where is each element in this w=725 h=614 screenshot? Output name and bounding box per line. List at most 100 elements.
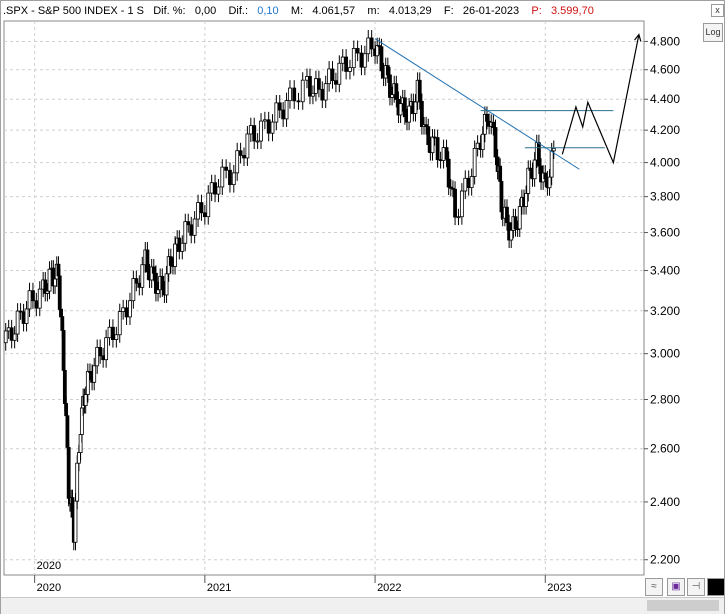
candle-body	[21, 311, 26, 324]
log-scale-button[interactable]: Log	[703, 23, 723, 42]
candle-body	[337, 62, 342, 85]
candle-body	[340, 56, 345, 64]
candle-body	[255, 140, 260, 143]
price-value: 3.599,70	[551, 5, 594, 17]
wave-icon[interactable]: ≈	[645, 578, 663, 596]
candle-body	[242, 155, 246, 159]
candle-body	[12, 333, 17, 341]
candle-body	[320, 88, 325, 101]
candle-body	[173, 243, 177, 267]
candle-body	[27, 290, 32, 310]
candle-body	[76, 452, 81, 464]
pin-icon[interactable]: ⊣	[687, 578, 705, 596]
symbol-label: .SPX - S&P 500 INDEX - 1 S	[3, 5, 145, 17]
candle-body	[316, 78, 321, 90]
chart-toolbar: ≈ ▣ ⊣	[641, 577, 725, 596]
candle-body	[114, 334, 119, 340]
candle-body	[362, 53, 367, 68]
candle-body	[513, 216, 518, 230]
min-label: m:	[367, 5, 380, 17]
candle-body	[277, 102, 282, 111]
candle-body	[344, 56, 349, 72]
color-swatch-icon[interactable]	[707, 578, 725, 596]
candle-body	[491, 121, 496, 128]
y-tick-label: 3.400	[650, 264, 680, 278]
candle-body	[407, 105, 412, 123]
candle-body	[379, 46, 384, 72]
candle-body	[314, 78, 318, 94]
candle-body	[15, 310, 20, 335]
candle-body	[366, 37, 371, 55]
candle-body	[509, 229, 514, 241]
candle-body	[124, 307, 129, 318]
scroll-thumb[interactable]	[647, 600, 719, 611]
candle-body	[330, 68, 335, 82]
max-label: M:	[290, 5, 304, 17]
y-tick-label: 2.600	[650, 442, 680, 456]
candle-body	[435, 137, 440, 161]
candle-body	[274, 102, 279, 123]
candle-body	[180, 242, 185, 252]
y-tick-label: 4.400	[650, 92, 680, 106]
candle-body	[266, 119, 271, 134]
candle-body	[95, 347, 100, 367]
candle-body	[85, 370, 90, 395]
candle-body	[296, 100, 301, 103]
candle-body	[238, 150, 243, 156]
candle-body	[419, 101, 424, 127]
dif-label: Dif.:	[228, 5, 249, 17]
candle-body	[121, 307, 126, 312]
y-tick-label: 4.000	[650, 156, 680, 170]
candle-body	[164, 273, 169, 296]
candle-body	[430, 136, 435, 154]
save-icon[interactable]: ▣	[667, 578, 685, 596]
candle-body	[209, 182, 214, 194]
candle-body	[31, 290, 35, 302]
min-value: 4.013,29	[388, 5, 432, 17]
candle-body	[92, 365, 97, 383]
price-chart: 4.800 4.600 4.400 4.200 4.000 3.800 3.600 3.400…	[3, 20, 680, 594]
candle-body	[526, 167, 531, 194]
candle-body	[262, 119, 267, 122]
y-tick-label: 4.200	[650, 123, 680, 137]
candle-body	[186, 221, 191, 226]
candle-body	[451, 187, 455, 190]
candle-body	[202, 212, 207, 218]
candle-body	[441, 147, 446, 161]
dif-pct-value: 0,00	[194, 5, 217, 17]
candle-body	[189, 224, 194, 236]
candle-body	[140, 264, 145, 288]
candle-body	[75, 462, 80, 502]
projection-arrowhead	[634, 33, 642, 42]
x-tick-label: 2020	[37, 560, 61, 572]
candle-body	[216, 186, 221, 195]
candle-body	[543, 172, 548, 180]
candle-body	[131, 278, 136, 302]
candle-body	[137, 282, 142, 288]
candle-body	[505, 206, 509, 223]
horizontal-scrollbar[interactable]	[1, 597, 724, 614]
y-tick-label: 4.800	[650, 34, 680, 48]
candle-body	[18, 310, 23, 313]
candle-body	[281, 109, 286, 120]
candle-body	[248, 125, 253, 135]
candle-body	[446, 158, 451, 188]
candle-body	[151, 266, 156, 274]
candle-body	[432, 136, 437, 139]
x-tick-label: 2021	[207, 582, 231, 594]
candle-body	[369, 37, 374, 50]
candle-body	[47, 268, 52, 292]
candle-body	[482, 113, 487, 135]
candle-body	[37, 288, 42, 309]
candle-body	[402, 97, 407, 118]
candle-body	[355, 48, 360, 54]
candle-body	[424, 124, 429, 128]
close-button[interactable]: x	[711, 4, 724, 17]
candle-body	[231, 172, 236, 185]
candle-body	[413, 101, 418, 114]
candle-body	[394, 83, 399, 100]
y-tick-label: 3.200	[650, 304, 680, 318]
price-label: P:	[531, 5, 542, 17]
candle-body	[134, 278, 139, 284]
candle-body	[426, 126, 431, 145]
